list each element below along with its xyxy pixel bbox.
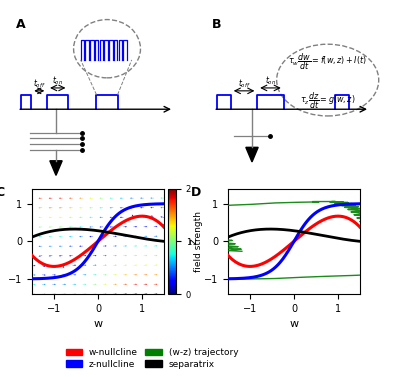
Text: $\tau_w\dfrac{dw}{dt} = f(w,z) + I(t)$: $\tau_w\dfrac{dw}{dt} = f(w,z) + I(t)$	[288, 52, 367, 72]
Text: C: C	[0, 186, 4, 199]
Polygon shape	[50, 161, 62, 175]
Text: A: A	[16, 18, 25, 31]
Legend: w-nullcline, z-nullcline, (w-z) trajectory, separatrix: w-nullcline, z-nullcline, (w-z) trajecto…	[62, 345, 242, 372]
Text: $\tau_z\dfrac{dz}{dt} = g(w,z)$: $\tau_z\dfrac{dz}{dt} = g(w,z)$	[300, 90, 356, 110]
Polygon shape	[246, 147, 258, 162]
Text: D: D	[191, 186, 201, 199]
Y-axis label: field strength: field strength	[194, 211, 203, 272]
Y-axis label: z: z	[0, 238, 2, 244]
Text: $t_{on}$: $t_{on}$	[265, 74, 276, 87]
Text: B: B	[212, 18, 221, 31]
X-axis label: w: w	[94, 319, 102, 329]
Text: $t_{off}$: $t_{off}$	[238, 77, 250, 90]
Text: $t_{off}$: $t_{off}$	[33, 77, 46, 90]
X-axis label: w: w	[290, 319, 298, 329]
Text: $t_{on}$: $t_{on}$	[52, 74, 64, 87]
Y-axis label: z: z	[188, 238, 198, 244]
